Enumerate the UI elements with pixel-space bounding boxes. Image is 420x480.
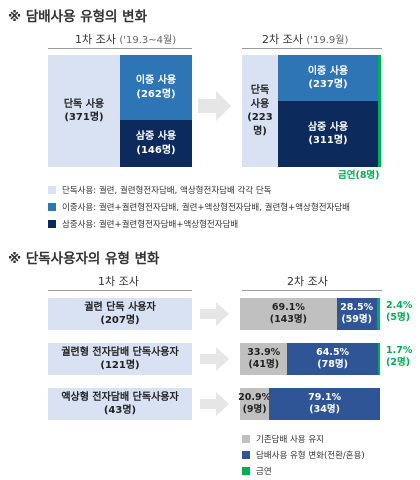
row1-keep-segment: 69.1% (143명) xyxy=(240,298,337,330)
phase1-underline xyxy=(48,48,192,49)
row3-label: 액상형 전자담배 단독사용자 (43명) xyxy=(48,388,192,420)
row2-label-name: 궐련형 전자담배 단독사용자 xyxy=(61,346,179,358)
first-single-name: 단독 사용 xyxy=(63,98,105,110)
legend2-change-swatch xyxy=(242,450,250,459)
row1-label-count: (207명) xyxy=(100,315,140,326)
row3-change-pct: 79.1% xyxy=(308,391,342,403)
legend-triple: 삼중사용: 궐련+궐련형전자담배+액상형전자담배 xyxy=(48,217,350,231)
section1-title: ※ 담배사용 유형의 변화 xyxy=(8,9,148,25)
row2-bar: 33.9% (41명) 64.5% (78명) xyxy=(240,343,381,375)
second-single-name2: 사용 xyxy=(250,98,270,110)
legend-single-text: 단독사용: 궐련, 궐련형전자담배, 액상형전자담배 각각 단독 xyxy=(62,186,272,196)
row3-arrow-icon xyxy=(200,392,229,416)
row2-quit-label: 1.7% (2명) xyxy=(386,345,412,370)
phase2-period: ('19.9월) xyxy=(306,35,349,46)
row2-quit-segment xyxy=(377,343,381,375)
row3-label-count: (43명) xyxy=(103,405,137,416)
second-triple-count: (311명) xyxy=(308,135,348,146)
first-dual-count: (262명) xyxy=(136,88,176,100)
legend2-keep-swatch xyxy=(242,434,250,443)
second-quit-label: 금연(8명) xyxy=(338,170,380,181)
phase2-label: 2차 조사 xyxy=(262,33,303,46)
row1-keep-pct: 69.1% xyxy=(271,301,305,313)
phase2-underline xyxy=(242,48,382,49)
section2-phase2-underline xyxy=(242,290,382,291)
row3-keep-pct: 20.9% xyxy=(238,391,272,403)
first-triple-count: (146명) xyxy=(136,144,176,156)
legend-dual-swatch xyxy=(48,203,56,211)
phase1-period: ('19.3~4월) xyxy=(119,35,177,46)
legend2-keep: 기존담배 사용 유지 xyxy=(242,432,365,445)
row1-label-name: 궐련 단독 사용자 xyxy=(84,301,156,313)
row1-label: 궐련 단독 사용자 (207명) xyxy=(48,298,192,330)
second-triple-name: 삼중 사용 xyxy=(307,121,349,133)
second-single-name1: 단독 xyxy=(250,85,270,96)
row2-change-pct: 64.5% xyxy=(316,346,350,358)
legend-triple-swatch xyxy=(48,220,56,228)
row1-quit-label: 2.4% (5명) xyxy=(386,300,412,325)
row3-change-segment: 79.1% (34명) xyxy=(269,388,380,420)
second-quit-bar xyxy=(378,55,381,167)
section2-phase1-label: 1차 조사 xyxy=(98,275,139,288)
second-dual-block: 이중 사용 (237명) xyxy=(278,55,378,101)
second-dual-name: 이중 사용 xyxy=(307,65,349,77)
row1-change-n: (59명) xyxy=(341,314,372,325)
second-dual-count: (237명) xyxy=(308,79,348,90)
row2-keep-pct: 33.9% xyxy=(247,346,281,358)
row1-arrow-icon xyxy=(200,302,229,326)
row1-change-pct: 28.5% xyxy=(340,301,374,313)
legend2-quit-text: 금연 xyxy=(256,466,272,477)
legend2-quit-swatch xyxy=(242,466,250,475)
legend-dual: 이중사용: 궐련+궐련형전자담배, 궐련+액상형전자담배, 궐련형+액상형전자담… xyxy=(48,200,350,214)
row3-change-n: (34명) xyxy=(309,404,340,415)
first-single-count: (371명) xyxy=(64,112,104,123)
section2-phase2-label: 2차 조사 xyxy=(287,275,328,288)
first-dual-name: 이중 사용 xyxy=(135,75,177,86)
second-single-count: (223명) xyxy=(247,112,273,137)
row3-keep-segment: 20.9% (9명) xyxy=(238,388,272,420)
section2-phase1-underline xyxy=(48,290,192,291)
legend-dual-text: 이중사용: 궐련+궐련형전자담배, 궐련+액상형전자담배, 궐련형+액상형전자담… xyxy=(62,203,350,213)
row1-bar: 69.1% (143명) 28.5% (59명) xyxy=(240,298,380,330)
arrow-right-icon xyxy=(198,91,231,121)
row2-quit-pct: 1.7% xyxy=(386,345,413,356)
row1-change-segment: 28.5% (59명) xyxy=(336,298,377,330)
section1-legend: 단독사용: 궐련, 궐련형전자담배, 액상형전자담배 각각 단독 이중사용: 궐… xyxy=(48,183,350,231)
row3-keep-n: (9명) xyxy=(242,404,267,415)
row2-change-n: (78명) xyxy=(317,359,348,370)
row2-change-segment: 64.5% (78명) xyxy=(287,343,378,375)
legend2-change: 담배사용 유형 변화(전환/혼용) xyxy=(242,448,365,461)
legend2-keep-text: 기존담배 사용 유지 xyxy=(256,434,324,445)
row2-quit-n: (2명) xyxy=(386,357,411,369)
first-triple-name: 삼중 사용 xyxy=(135,131,177,142)
row2-arrow-icon xyxy=(200,347,229,371)
phase1-label: 1차 조사 xyxy=(75,33,116,46)
row2-label-count: (121명) xyxy=(100,360,140,371)
row3-label-name: 액상형 전자담배 단독사용자 xyxy=(61,391,179,403)
row1-quit-n: (5명) xyxy=(386,312,411,324)
row3-bar: 20.9% (9명) 79.1% (34명) xyxy=(238,388,380,420)
row2-label: 궐련형 전자담배 단독사용자 (121명) xyxy=(48,343,192,375)
phase2-heading: 2차 조사 ('19.9월) xyxy=(262,31,348,47)
first-triple-block: 삼중 사용 (146명) xyxy=(120,120,192,167)
row2-keep-segment: 33.9% (41명) xyxy=(240,343,288,375)
phase1-heading: 1차 조사 ('19.3~4월) xyxy=(75,31,176,47)
section2-title: ※ 단독사용자의 유형 변화 xyxy=(8,251,160,267)
legend-triple-text: 삼중사용: 궐련+궐련형전자담배+액상형전자담배 xyxy=(62,220,239,230)
first-dual-block: 이중 사용 (262명) xyxy=(120,55,192,120)
row2-keep-n: (41명) xyxy=(248,359,280,370)
legend2-quit: 금연 xyxy=(242,464,365,477)
section2-legend: 기존담배 사용 유지 담배사용 유형 변화(전환/혼용) 금연 xyxy=(242,432,365,477)
second-triple-block: 삼중 사용 (311명) xyxy=(278,101,378,167)
legend-single: 단독사용: 궐련, 궐련형전자담배, 액상형전자담배 각각 단독 xyxy=(48,183,350,197)
legend2-change-text: 담배사용 유형 변화(전환/혼용) xyxy=(256,450,365,461)
second-single-block: 단독 사용 (223명) xyxy=(242,55,278,167)
first-single-block: 단독 사용 (371명) xyxy=(48,55,120,167)
legend-single-swatch xyxy=(48,186,56,194)
row1-quit-pct: 2.4% xyxy=(386,300,413,311)
row1-quit-segment xyxy=(376,298,380,330)
row1-keep-n: (143명) xyxy=(269,314,307,325)
